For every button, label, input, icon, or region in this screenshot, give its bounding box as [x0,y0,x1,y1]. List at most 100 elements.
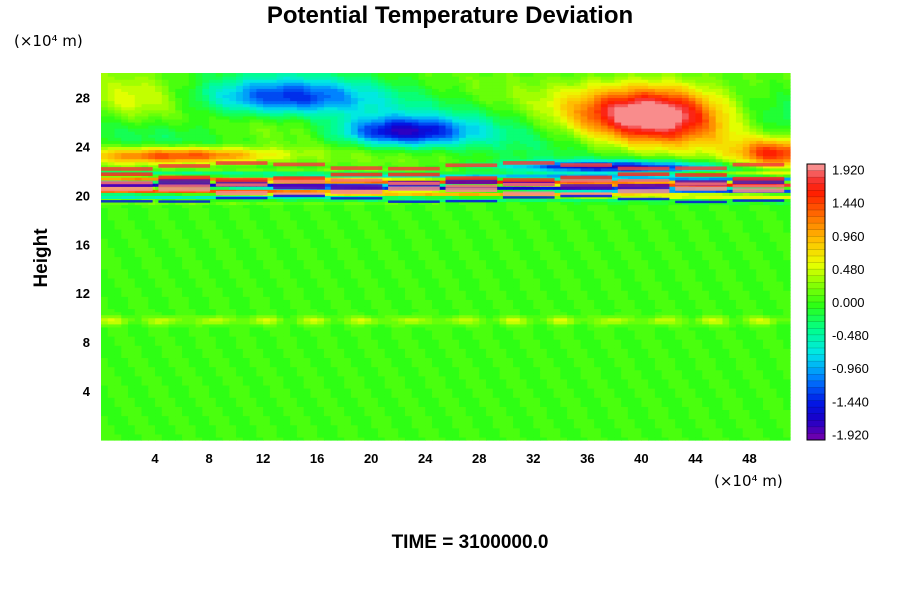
heatmap-cell [459,391,467,395]
heatmap-cell [161,348,170,352]
heatmap-cell [459,424,467,429]
heatmap-cell [215,403,224,407]
heatmap-cell [567,403,575,407]
heatmap-cell [762,412,771,417]
heatmap-cell [209,391,217,395]
heatmap-cell [702,409,710,414]
heatmap-cell [148,430,156,435]
heatmap-cell [600,403,609,407]
heatmap-cell [411,342,420,346]
heatmap-cell [310,345,318,349]
heatmap-cell [229,357,237,362]
heatmap-cell [330,372,339,377]
heatmap-cell [499,345,507,349]
heatmap-cell [708,372,717,377]
heatmap-cell [236,366,244,371]
heatmap-cell [695,351,703,355]
heatmap-cell [215,378,224,383]
heatmap-cell [202,412,210,417]
heatmap-cell [445,424,453,429]
heatmap-cell [101,363,109,368]
heatmap-cell [350,433,359,438]
heatmap-cell [695,388,703,392]
heatmap-cell [459,400,467,404]
heatmap-cell [229,366,237,371]
heatmap-cell [398,424,406,429]
heatmap-cell [202,394,210,398]
heatmap-cell [540,345,548,349]
heatmap-cell [276,372,284,377]
heatmap-cell [708,363,717,368]
heatmap-cell [749,409,757,414]
heatmap-cell [101,424,109,429]
heatmap-cell [155,412,163,417]
heatmap-cell [526,406,534,411]
heatmap-cell [195,384,203,389]
heatmap-cell [431,372,440,377]
heatmap-cell [431,369,440,374]
heatmap-cell [384,372,393,377]
heatmap-cell [681,403,690,407]
heatmap-cell [371,342,379,346]
heatmap-cell [675,360,683,365]
heatmap-cell [431,388,440,392]
heatmap-cell [607,378,615,383]
heatmap-cell [344,354,352,359]
heatmap-cell [161,400,170,404]
heatmap-cell [101,388,109,392]
heatmap-cell [546,388,555,392]
heatmap-cell [263,400,271,404]
heatmap-cell [209,388,217,392]
heatmap-cell [627,363,636,368]
heatmap-cell [155,406,163,411]
heatmap-cell [236,391,244,395]
heatmap-cell [317,412,325,417]
heatmap-cell [452,409,460,414]
heatmap-cell [101,406,109,411]
heatmap-cell [101,366,109,371]
heatmap-cell [371,412,379,417]
heatmap-cell [256,406,264,411]
heatmap-cell [465,433,474,438]
heatmap-cell [621,348,629,352]
heatmap-cell [148,406,156,411]
heatmap-cell [404,342,413,346]
heatmap-cell [310,430,318,435]
heatmap-cell [256,384,264,389]
heatmap-cell [269,357,278,362]
heatmap-cell [708,360,717,365]
heatmap-cell [587,412,595,417]
heatmap-cell [229,412,237,417]
heatmap-cell [546,409,555,414]
heatmap-cell [675,348,683,352]
heatmap-cell [209,381,217,386]
heatmap-cell [303,381,311,386]
heatmap-cell [364,384,372,389]
heatmap-cell [303,357,311,362]
heatmap-cell [182,394,190,398]
heatmap-cell [236,348,244,352]
heatmap-cell [573,357,582,362]
heatmap-cell [384,342,393,346]
heatmap-cell [702,369,710,374]
heatmap-cell [438,372,447,377]
heatmap-cell [364,381,372,386]
heatmap-cell [337,397,345,401]
heatmap-cell [188,357,197,362]
heatmap-cell [762,406,771,411]
heatmap-cell [735,406,744,411]
heatmap-cell [296,369,305,374]
heatmap-cell [472,369,480,374]
heatmap-cell [546,418,555,423]
heatmap-cell [594,433,602,438]
heatmap-cell [735,409,744,414]
heatmap-cell [317,400,325,404]
heatmap-cell [182,400,190,404]
heatmap-cell [290,409,298,414]
heatmap-cell [411,384,420,389]
heatmap-cell [472,363,480,368]
heatmap-cell [431,357,440,362]
heatmap-cell [404,403,413,407]
heatmap-cell [107,363,116,368]
